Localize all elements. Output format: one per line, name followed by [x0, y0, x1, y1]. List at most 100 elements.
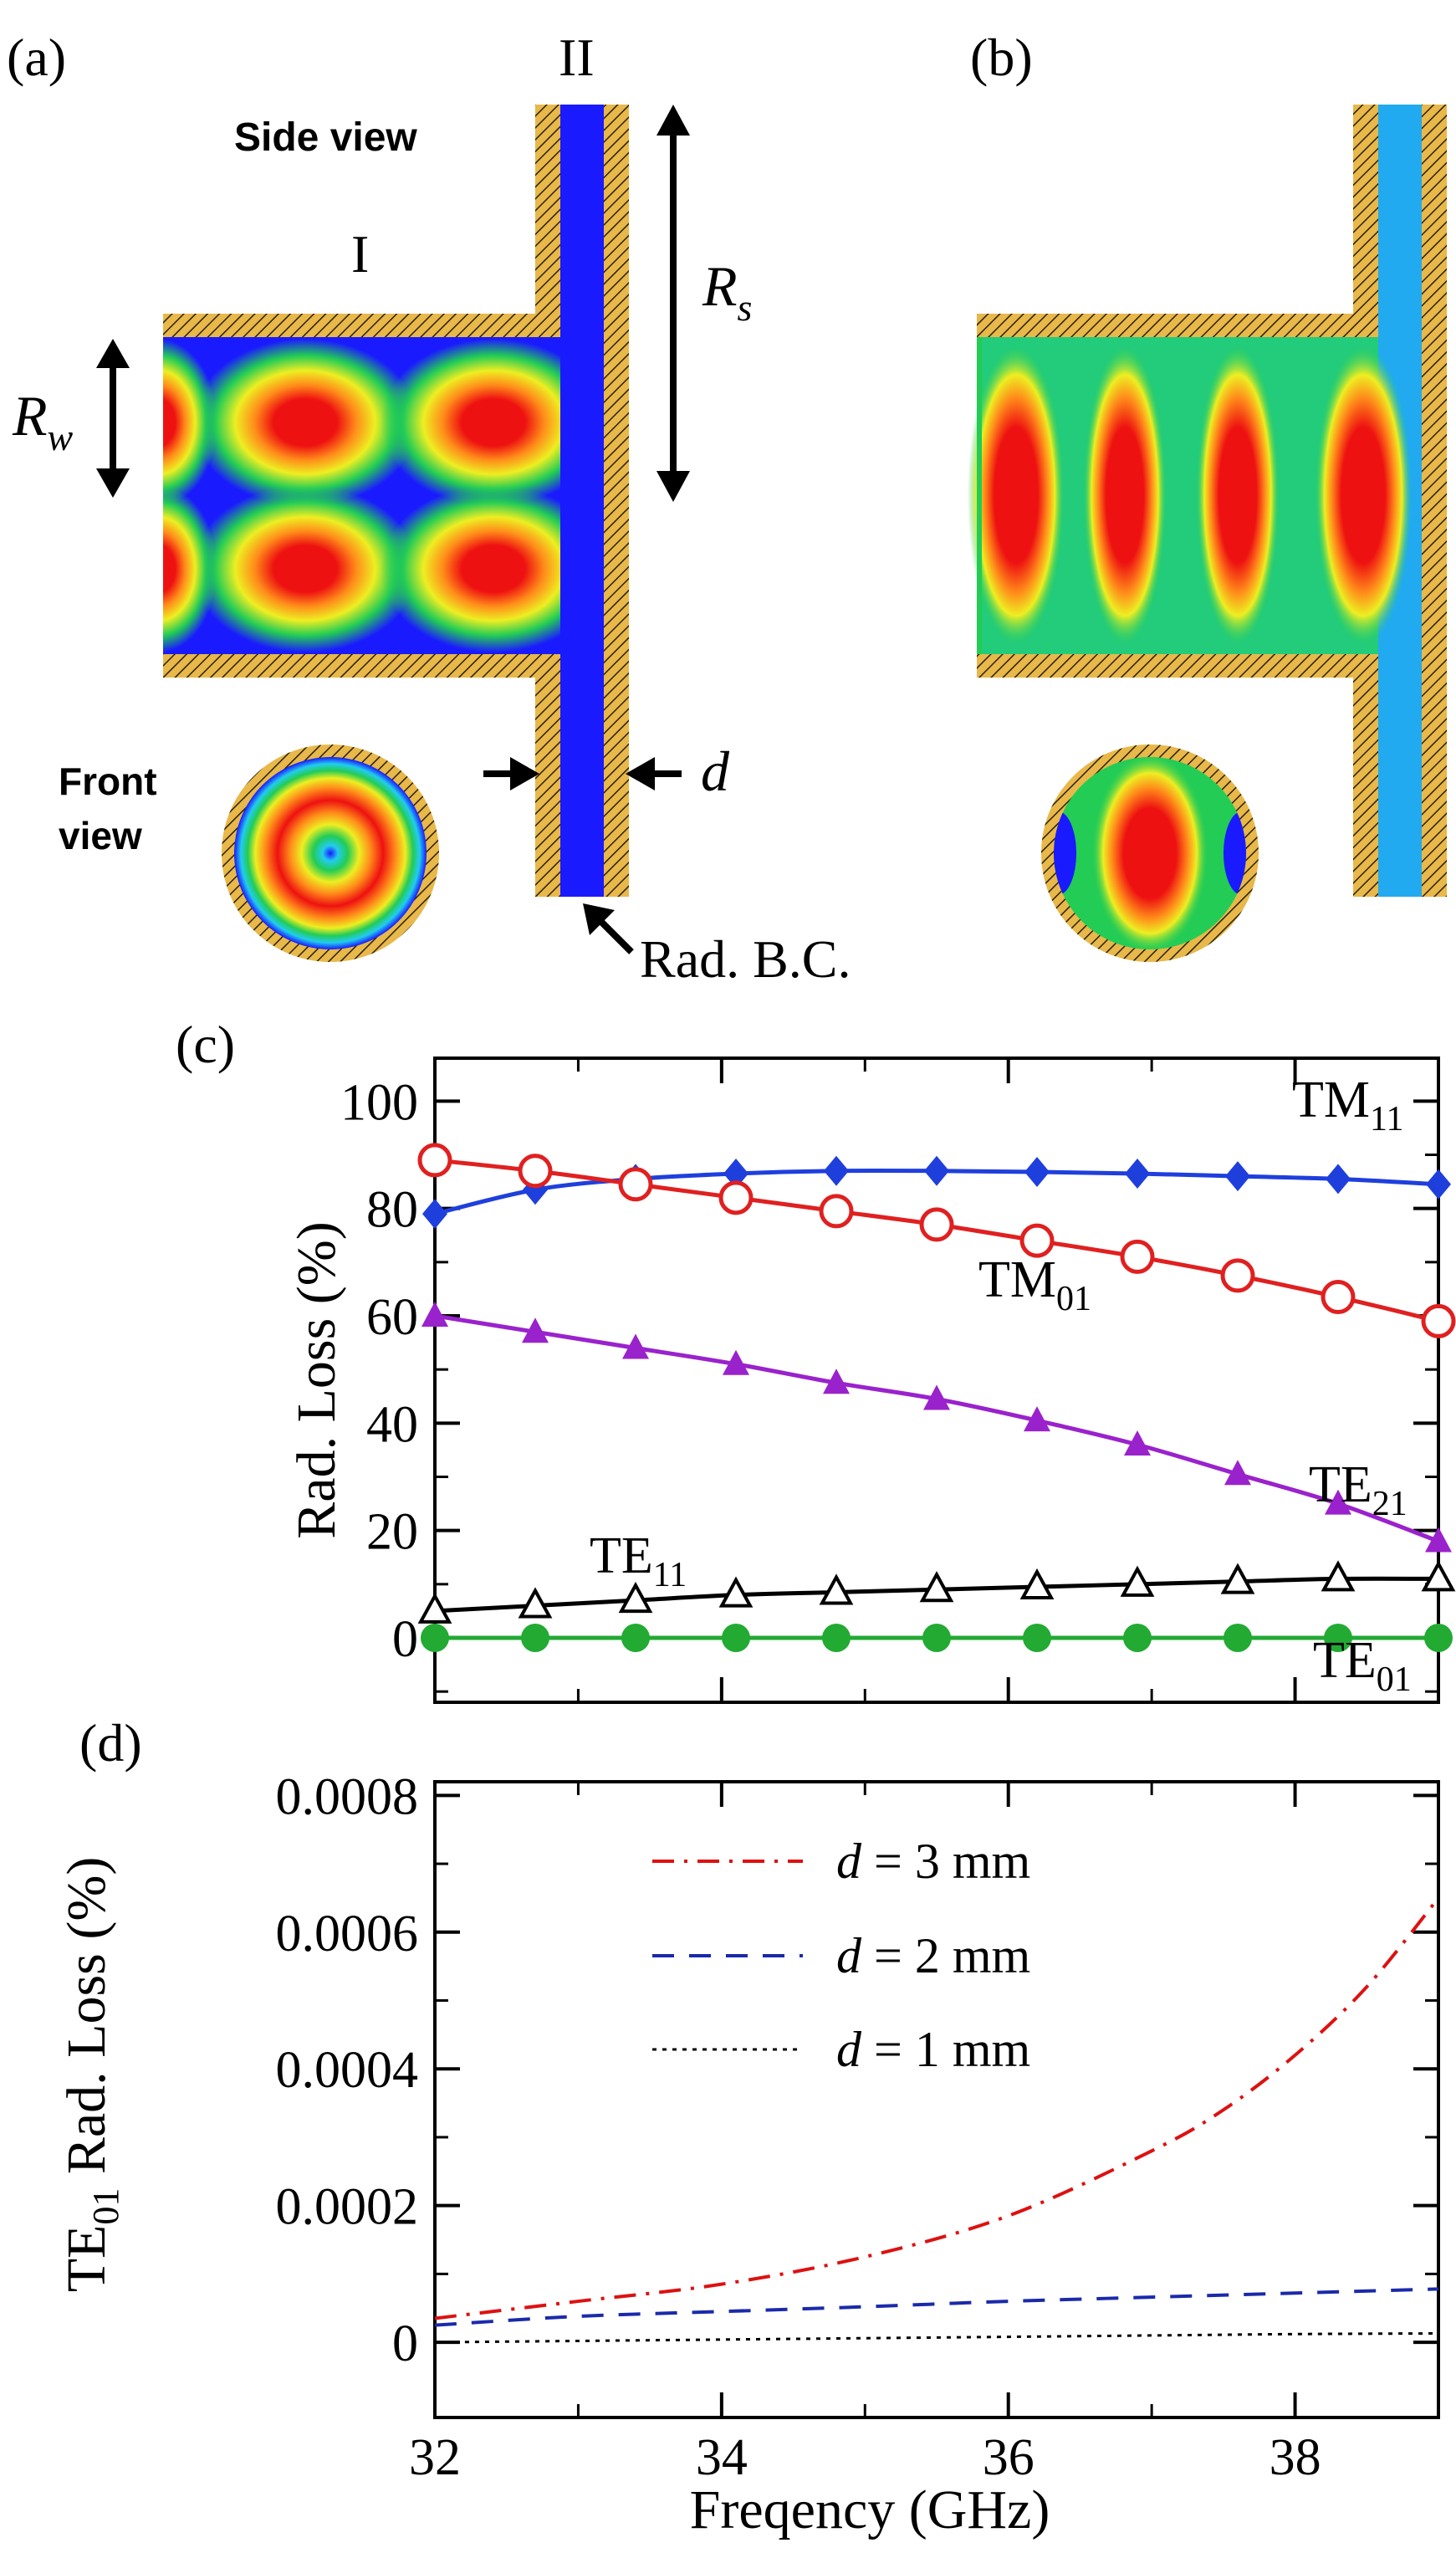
data-point-te11 [1421, 1560, 1456, 1592]
data-point-tm11 [1024, 1157, 1050, 1188]
series-label-te11: TE11 [590, 1527, 687, 1594]
mode-lobe [968, 345, 1065, 646]
data-point-tm11 [824, 1155, 849, 1186]
mode-lobe [381, 485, 606, 652]
y-tick-label: 100 [340, 1074, 418, 1131]
panel-d-label: (d) [79, 1713, 142, 1773]
data-point-te21 [522, 1317, 549, 1343]
slot-left-wall-lower [1353, 654, 1378, 897]
y-tick-label: 0.0002 [276, 2179, 419, 2236]
data-point-te11 [1220, 1563, 1255, 1594]
data-point-te01 [1324, 1624, 1352, 1652]
y-tick-label: 0.0006 [276, 1906, 419, 1962]
front-view-label-line1: Front [59, 760, 157, 803]
side-view-label: Side view [234, 115, 417, 160]
data-point-tm01 [919, 1207, 954, 1242]
data-point-te01 [1224, 1624, 1252, 1652]
x-tick-label: 38 [1270, 2429, 1321, 2486]
d-arrows [483, 757, 682, 790]
region-II-label: II [559, 28, 595, 87]
x-tick-label: 34 [696, 2429, 748, 2486]
y-tick-label: 0 [392, 1611, 418, 1668]
series-line-d3 [435, 1896, 1438, 2320]
legend-label-d3: d = 3 mm [836, 1834, 1030, 1889]
chart-c-ylabel: Rad. Loss (%) [286, 1221, 347, 1538]
series-label-tm01: TM01 [978, 1251, 1091, 1318]
data-point-tm01 [718, 1180, 754, 1215]
chart-d-ylabel: TE01 Rad. Loss (%) [56, 1857, 126, 2293]
rs-arrow [656, 105, 690, 502]
series-line-d1 [435, 2331, 1438, 2344]
data-point-te01 [822, 1624, 851, 1652]
panel-c-label: (c) [176, 1015, 235, 1074]
data-point-te01 [421, 1624, 449, 1652]
data-point-tm01 [618, 1167, 653, 1202]
data-point-te21 [421, 1302, 448, 1327]
rad-bc-label: Rad. B.C. [640, 929, 851, 989]
y-tick-label: 60 [366, 1289, 418, 1346]
data-point-tm11 [1426, 1169, 1451, 1200]
data-point-te01 [521, 1624, 549, 1652]
panel-b: (b) [968, 28, 1447, 962]
data-point-te21 [622, 1333, 649, 1359]
panel-a-label: (a) [7, 28, 66, 87]
data-point-te11 [417, 1592, 452, 1624]
waveguide-bottom-wall [977, 654, 1378, 678]
data-point-tm01 [1019, 1223, 1055, 1258]
waveguide-bottom-wall [163, 654, 548, 678]
y-tick-label: 0.0008 [276, 1768, 419, 1825]
series-label-tm11: TM11 [1292, 1072, 1403, 1138]
series-line-te21 [435, 1313, 1438, 1543]
data-point-tm11 [1326, 1164, 1351, 1195]
waveguide-top-wall [163, 314, 548, 337]
chart-d-frame [433, 1780, 1440, 2419]
data-point-te01 [1424, 1624, 1453, 1652]
data-point-te21 [1425, 1527, 1452, 1553]
panel-a: (a) II Side view I Rw [0, 28, 851, 989]
y-tick-label: 20 [366, 1504, 418, 1561]
chart-d-xlabel: Freqency (GHz) [690, 2479, 1050, 2540]
rs-label: Rs [702, 254, 752, 329]
x-tick-label: 36 [983, 2429, 1035, 2486]
mode-lobe [1315, 345, 1412, 646]
slot-left-wall-lower [535, 654, 560, 897]
y-tick-label: 0 [392, 2315, 418, 2372]
data-point-te01 [621, 1624, 650, 1652]
d-label: d [701, 739, 730, 803]
series-label-te21: TE21 [1309, 1456, 1407, 1523]
data-point-te21 [1224, 1460, 1251, 1486]
slot-left-wall-upper [1353, 105, 1378, 337]
data-point-te01 [1123, 1624, 1152, 1652]
mode-lobe [1083, 345, 1167, 646]
front-view-field [234, 757, 427, 949]
data-point-te11 [819, 1573, 854, 1605]
series-label-te01: TE01 [1313, 1632, 1412, 1699]
data-point-te11 [1321, 1560, 1356, 1592]
data-point-te11 [718, 1576, 754, 1608]
data-point-tm11 [1125, 1158, 1150, 1189]
y-tick-label: 40 [366, 1396, 418, 1453]
data-point-te11 [1120, 1565, 1155, 1597]
data-point-tm01 [1220, 1258, 1255, 1293]
mode-lobe [192, 485, 418, 652]
data-point-te11 [618, 1581, 653, 1614]
mode-lobe [192, 339, 418, 506]
slot-right-wall [1422, 105, 1447, 897]
data-point-tm01 [518, 1154, 553, 1189]
chart-c-frame [433, 1057, 1440, 1704]
region-I-label: I [351, 224, 369, 284]
data-point-te21 [723, 1349, 749, 1375]
data-point-tm01 [1321, 1280, 1356, 1315]
legend-label-d2: d = 2 mm [836, 1928, 1030, 1983]
data-point-tm11 [723, 1158, 748, 1189]
data-point-te11 [518, 1587, 553, 1619]
data-point-tm11 [1225, 1161, 1250, 1192]
data-point-tm11 [924, 1155, 949, 1186]
mode-lobe [1091, 757, 1208, 949]
mode-lobe [1196, 345, 1280, 646]
data-point-te21 [1325, 1489, 1351, 1515]
rw-label: Rw [12, 384, 74, 458]
rad-bc-arrow [583, 903, 634, 954]
slot-left-wall-upper [535, 105, 560, 337]
